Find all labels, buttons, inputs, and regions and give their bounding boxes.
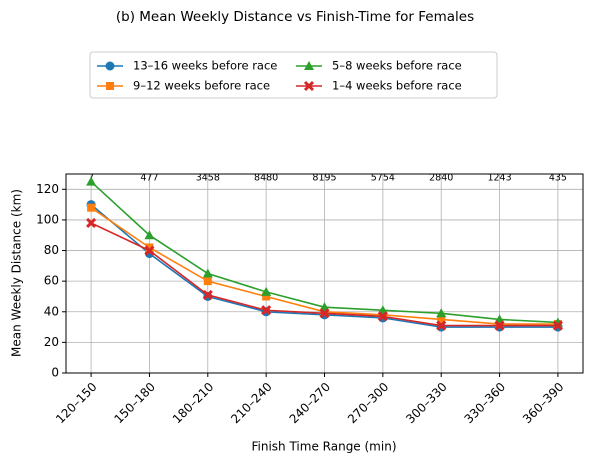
y-tick-label: 40 — [44, 304, 59, 318]
legend-label: 13–16 weeks before race — [133, 59, 277, 73]
marker — [86, 176, 97, 186]
x-tick-label: 270–300 — [345, 380, 392, 427]
x-tick-label: 330–360 — [462, 380, 509, 427]
x-axis-label: Finish Time Range (min) — [252, 440, 397, 454]
x-tick-label: 240–270 — [287, 380, 334, 427]
legend-label: 9–12 weeks before race — [133, 79, 270, 93]
marker — [87, 203, 96, 212]
x-tick-label: 180–210 — [170, 380, 217, 427]
marker — [144, 245, 155, 256]
marker — [436, 320, 447, 331]
legend-box — [89, 51, 498, 99]
marker — [437, 315, 446, 324]
marker — [262, 292, 271, 301]
annotation: 1243 — [487, 173, 511, 184]
marker — [261, 286, 272, 296]
annotation: 2840 — [429, 173, 453, 184]
y-tick-label: 0 — [51, 366, 59, 380]
x-tick-label: 210–240 — [228, 380, 275, 427]
marker — [552, 320, 563, 331]
y-tick-label: 80 — [44, 243, 59, 257]
x-tick-label: 120–150 — [53, 380, 100, 427]
annotation: 8480 — [254, 173, 278, 184]
y-tick-label: 120 — [36, 182, 59, 196]
marker — [436, 308, 447, 318]
marker — [144, 230, 155, 240]
x-tick-label: 360–390 — [520, 380, 567, 427]
marker — [319, 308, 330, 319]
x-tick-label: 300–330 — [403, 380, 450, 427]
legend-label: 5–8 weeks before race — [332, 59, 462, 73]
marker — [145, 243, 154, 252]
annotation: 5754 — [371, 173, 395, 184]
y-tick-label: 60 — [44, 274, 59, 288]
marker — [203, 277, 212, 286]
y-axis-label: Mean Weekly Distance (km) — [10, 189, 24, 357]
marker — [202, 289, 213, 300]
x-tick-label: 150–180 — [112, 380, 159, 427]
marker — [304, 61, 314, 70]
y-tick-label: 100 — [36, 212, 59, 226]
marker — [377, 311, 388, 322]
chart-title: (b) Mean Weekly Distance vs Finish-Time … — [116, 9, 474, 25]
plot-frame — [65, 173, 584, 374]
annotation: 8195 — [312, 173, 336, 184]
marker — [303, 80, 315, 92]
annotation: 3458 — [196, 173, 220, 184]
marker — [86, 217, 97, 229]
marker — [261, 305, 272, 316]
marker — [106, 82, 114, 90]
marker — [105, 61, 115, 71]
legend-label: 1–4 weeks before race — [332, 79, 462, 93]
annotation: 435 — [549, 173, 567, 184]
marker — [494, 320, 505, 331]
annotation: 477 — [140, 173, 158, 184]
y-tick-label: 20 — [44, 335, 59, 349]
marker — [202, 268, 213, 278]
